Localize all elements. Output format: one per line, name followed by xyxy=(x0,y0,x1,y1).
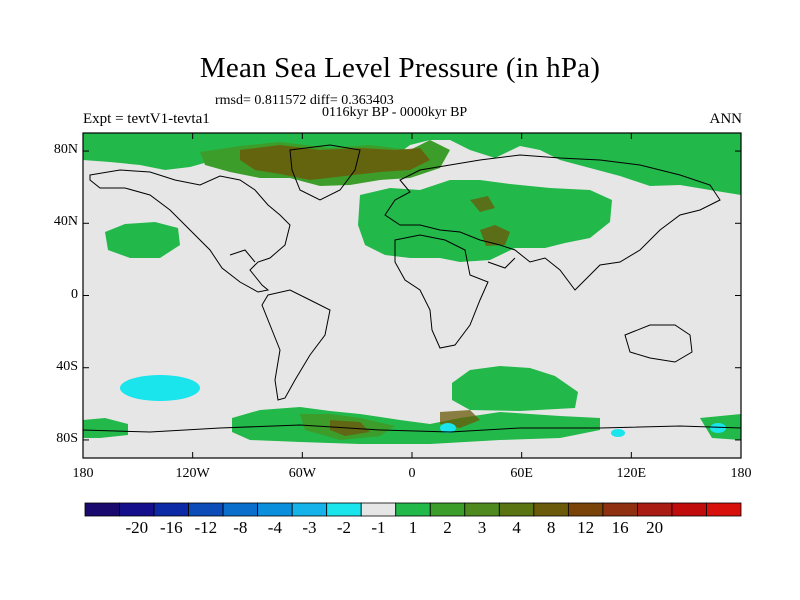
greenland-coast xyxy=(289,144,361,201)
colorbar-label: 12 xyxy=(577,518,595,537)
australia-coast xyxy=(624,324,693,363)
colorbar-cell xyxy=(153,502,189,517)
colorbar-label: -2 xyxy=(336,518,352,537)
colorbar-cell xyxy=(395,502,431,517)
lat-label: 0 xyxy=(71,286,78,302)
lon-label: 180 xyxy=(730,466,752,481)
period-line: 0116kyr BP - 0000kyr BP xyxy=(322,105,468,120)
caspian-tier3-region xyxy=(470,196,495,212)
colorbar-cell xyxy=(429,502,466,517)
colorbar-label: -16 xyxy=(159,518,183,537)
lon-label: 0 xyxy=(408,466,416,481)
antarctic-negative-patch-east xyxy=(710,423,726,433)
map-title: Mean Sea Level Pressure (in hPa) xyxy=(199,52,601,84)
colorbar-cell xyxy=(567,502,604,517)
experiment-label: Expt = tevtV1-tevta1 xyxy=(83,111,210,127)
lat-label: 80S xyxy=(56,430,78,446)
colorbar-label: -20 xyxy=(125,518,149,537)
central-asia-tier3-region xyxy=(480,225,510,246)
lon-label: 120W xyxy=(175,466,210,481)
colorbar-label: 20 xyxy=(646,518,664,537)
colorbar-cells xyxy=(84,502,742,517)
north-america-coast xyxy=(89,169,291,293)
colorbar-label: -8 xyxy=(233,518,248,537)
colorbar-cell xyxy=(360,502,397,517)
arctic-tier3-region xyxy=(240,145,430,180)
colorbar-cell xyxy=(188,502,224,517)
arabian-coast xyxy=(487,257,516,269)
axis-ticks xyxy=(82,133,742,458)
map-background xyxy=(83,133,741,458)
colorbar-cell xyxy=(291,502,328,517)
africa-coast xyxy=(394,234,489,349)
colorbar-cell xyxy=(464,502,500,517)
colorbar-label: 3 xyxy=(477,518,487,537)
colorbar-cell xyxy=(533,502,569,517)
colorbar-cell xyxy=(84,502,120,517)
lon-label: 60W xyxy=(288,466,316,481)
lon-label: 180 xyxy=(72,466,94,481)
colorbar-label: 1 xyxy=(408,518,418,537)
colorbar-cell xyxy=(119,502,155,517)
colorbar-label: 16 xyxy=(611,518,629,537)
eurasia-coast xyxy=(384,154,721,291)
colorbar-cell xyxy=(326,502,362,517)
colorbar-cell xyxy=(602,502,638,517)
colorbar-cell xyxy=(222,502,259,517)
eurasia-positive-region xyxy=(358,180,612,262)
colorbar-label: 8 xyxy=(546,518,556,537)
south-america-coast xyxy=(261,289,331,401)
colorbar-cell xyxy=(706,502,742,517)
colorbar-cell xyxy=(498,502,535,517)
colorbar-label: -3 xyxy=(302,518,317,537)
antarctica-coast xyxy=(82,424,742,433)
colorbar-label: -4 xyxy=(267,518,282,537)
lat-label: 40S xyxy=(56,358,78,374)
east-antarctic-negative-patch xyxy=(611,429,625,437)
colorbar-label: 2 xyxy=(443,518,452,537)
rmsd-diff-line: rmsd= 0.811572 diff= 0.363403 xyxy=(215,93,394,108)
colorbar-cell xyxy=(257,502,293,517)
gulf-of-mexico-coast xyxy=(229,249,256,263)
lon-label: 60E xyxy=(510,466,533,481)
south-pacific-negative-region xyxy=(120,375,200,401)
south-indian-positive-region xyxy=(452,366,578,411)
colorbar-label: 4 xyxy=(512,518,521,537)
lat-label: 80N xyxy=(53,142,78,158)
lat-label: 40N xyxy=(53,214,78,230)
coastlines xyxy=(82,144,742,433)
colorbar-label: -1 xyxy=(371,518,386,537)
anomaly-fill-layer xyxy=(83,133,741,444)
colorbar-cell xyxy=(637,502,673,517)
colorbar-cell xyxy=(671,502,707,517)
northeast-pacific-positive-region xyxy=(105,222,180,258)
lon-label: 120E xyxy=(616,466,647,481)
antarctic-positive-band-west xyxy=(83,418,128,438)
colorbar-label: -12 xyxy=(194,518,218,537)
ross-sea-negative-patch xyxy=(440,423,456,433)
season-label: ANN xyxy=(709,111,743,127)
